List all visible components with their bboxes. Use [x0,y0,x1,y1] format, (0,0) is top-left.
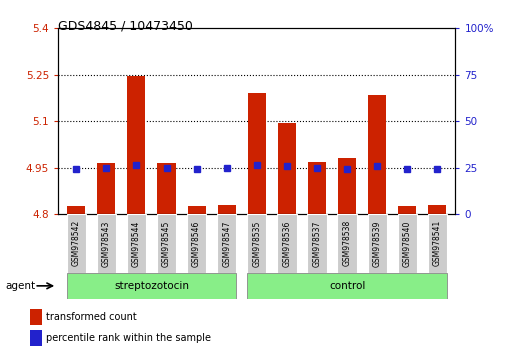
Text: GSM978538: GSM978538 [342,220,351,267]
Bar [337,158,356,214]
Text: percentile rank within the sample: percentile rank within the sample [46,333,211,343]
Text: GSM978542: GSM978542 [72,220,81,267]
Bar [367,214,386,273]
Text: GSM978536: GSM978536 [282,220,291,267]
Bar [217,205,235,214]
Bar [397,206,416,214]
Text: GSM978541: GSM978541 [432,220,441,267]
Bar [127,214,146,273]
Text: GSM978544: GSM978544 [132,220,141,267]
Text: GSM978535: GSM978535 [252,220,261,267]
Bar [246,273,446,299]
Text: streptozotocin: streptozotocin [114,281,188,291]
Bar [157,214,176,273]
Bar [67,273,236,299]
Bar [96,214,116,273]
Bar [67,206,85,214]
Bar [277,123,295,214]
Bar [307,214,326,273]
Bar [337,214,356,273]
Bar [277,214,296,273]
Text: control: control [328,281,365,291]
Bar [187,214,206,273]
Text: GSM978546: GSM978546 [192,220,200,267]
Text: GSM978543: GSM978543 [102,220,111,267]
Text: GSM978539: GSM978539 [372,220,381,267]
Text: GSM978540: GSM978540 [402,220,411,267]
Text: GSM978545: GSM978545 [162,220,171,267]
Text: GSM978537: GSM978537 [312,220,321,267]
Bar [187,206,205,214]
Text: agent: agent [5,281,35,291]
Text: GSM978547: GSM978547 [222,220,231,267]
Bar [427,205,445,214]
Bar [97,163,115,214]
Bar [30,309,41,325]
Text: GDS4845 / 10473450: GDS4845 / 10473450 [58,19,193,33]
Bar [217,214,236,273]
Bar [427,214,446,273]
Bar [397,214,416,273]
Text: transformed count: transformed count [46,312,137,322]
Bar [157,163,175,214]
Bar [368,95,385,214]
Bar [246,214,266,273]
Bar [247,93,265,214]
Bar [30,330,41,346]
Bar [127,76,145,214]
Bar [308,161,325,214]
Bar [67,214,86,273]
